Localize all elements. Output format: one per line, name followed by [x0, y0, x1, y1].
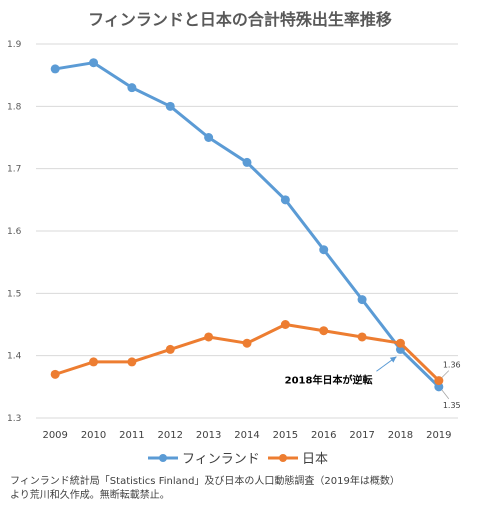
x-tick-label: 2018 — [388, 430, 413, 441]
x-tick-label: 2017 — [349, 430, 374, 441]
y-tick-label: 1.7 — [7, 165, 21, 175]
legend-item-japan: 日本 — [268, 452, 328, 467]
data-point-finland — [357, 295, 367, 305]
gridlines — [36, 43, 458, 419]
finland-end-leader — [441, 389, 450, 400]
x-tick-label: 2016 — [311, 430, 336, 441]
data-point-japan — [319, 326, 329, 336]
source-note: フィンランド統計局「Statistics Finland」及び日本の人口動態調査… — [10, 474, 400, 501]
series-line-japan — [53, 323, 441, 383]
series-lines — [50, 58, 444, 392]
data-point-japan — [89, 357, 99, 367]
data-point-japan — [280, 320, 290, 329]
source-line-1: フィンランド統計局「Statistics Finland」及び日本の人口動態調査… — [10, 474, 400, 487]
y-tick-label: 1.8 — [7, 102, 22, 112]
legend-label-japan: 日本 — [302, 452, 328, 467]
data-point-japan — [357, 332, 367, 342]
finland-end-label: 1.35 — [443, 401, 461, 410]
data-point-finland — [127, 83, 137, 93]
data-point-finland — [165, 101, 175, 111]
japan-end-label: 1.36 — [443, 361, 461, 370]
legend-label-finland: フィンランド — [182, 452, 260, 467]
data-point-japan — [242, 338, 252, 348]
end-labels: 1.36 1.35 — [441, 361, 461, 410]
data-point-japan — [395, 338, 405, 348]
y-tick-label: 1.5 — [7, 289, 21, 299]
x-tick-label: 2015 — [273, 430, 298, 441]
y-axis-ticks: 1.3 1.4 1.5 1.6 1.7 1.8 1.9 — [7, 40, 22, 424]
x-tick-label: 2010 — [81, 430, 106, 441]
data-point-finland — [204, 133, 214, 142]
x-axis-ticks: 2009 2010 2011 2012 2013 2014 2015 2016 2017 2018… — [42, 430, 451, 441]
annotation-text: 2018年日本が逆転 — [285, 374, 373, 387]
data-point-finland — [280, 195, 290, 205]
x-tick-label: 2011 — [119, 430, 144, 441]
annotation: 2018年日本が逆転 — [285, 356, 397, 387]
legend-marker-japan — [279, 454, 287, 462]
x-tick-label: 2009 — [42, 430, 67, 441]
y-tick-label: 1.9 — [7, 40, 22, 50]
data-point-japan — [204, 332, 214, 342]
data-point-finland — [50, 64, 60, 74]
x-tick-label: 2012 — [158, 430, 183, 441]
data-point-finland — [242, 157, 252, 167]
legend: フィンランド 日本 — [148, 452, 328, 467]
data-point-finland — [89, 58, 99, 68]
x-tick-label: 2014 — [234, 430, 259, 441]
japan-end-leader — [441, 370, 450, 378]
data-point-japan — [434, 376, 444, 386]
legend-marker-finland — [159, 454, 167, 462]
data-point-finland — [434, 382, 444, 392]
data-point-japan — [127, 357, 137, 367]
data-point-japan — [50, 369, 60, 379]
data-point-finland — [319, 245, 329, 255]
y-tick-label: 1.4 — [7, 352, 22, 362]
source-line-2: より荒川和久作成。無断転載禁止。 — [10, 488, 170, 501]
chart-title: フィンランドと日本の合計特殊出生率推移 — [88, 10, 392, 29]
y-tick-label: 1.6 — [7, 227, 22, 237]
y-tick-label: 1.3 — [7, 414, 21, 424]
x-tick-label: 2019 — [426, 430, 451, 441]
legend-item-finland: フィンランド — [148, 452, 260, 467]
x-tick-label: 2013 — [196, 430, 221, 441]
data-point-japan — [165, 344, 175, 354]
annotation-arrowhead — [389, 356, 397, 363]
series-line-finland — [53, 61, 441, 389]
